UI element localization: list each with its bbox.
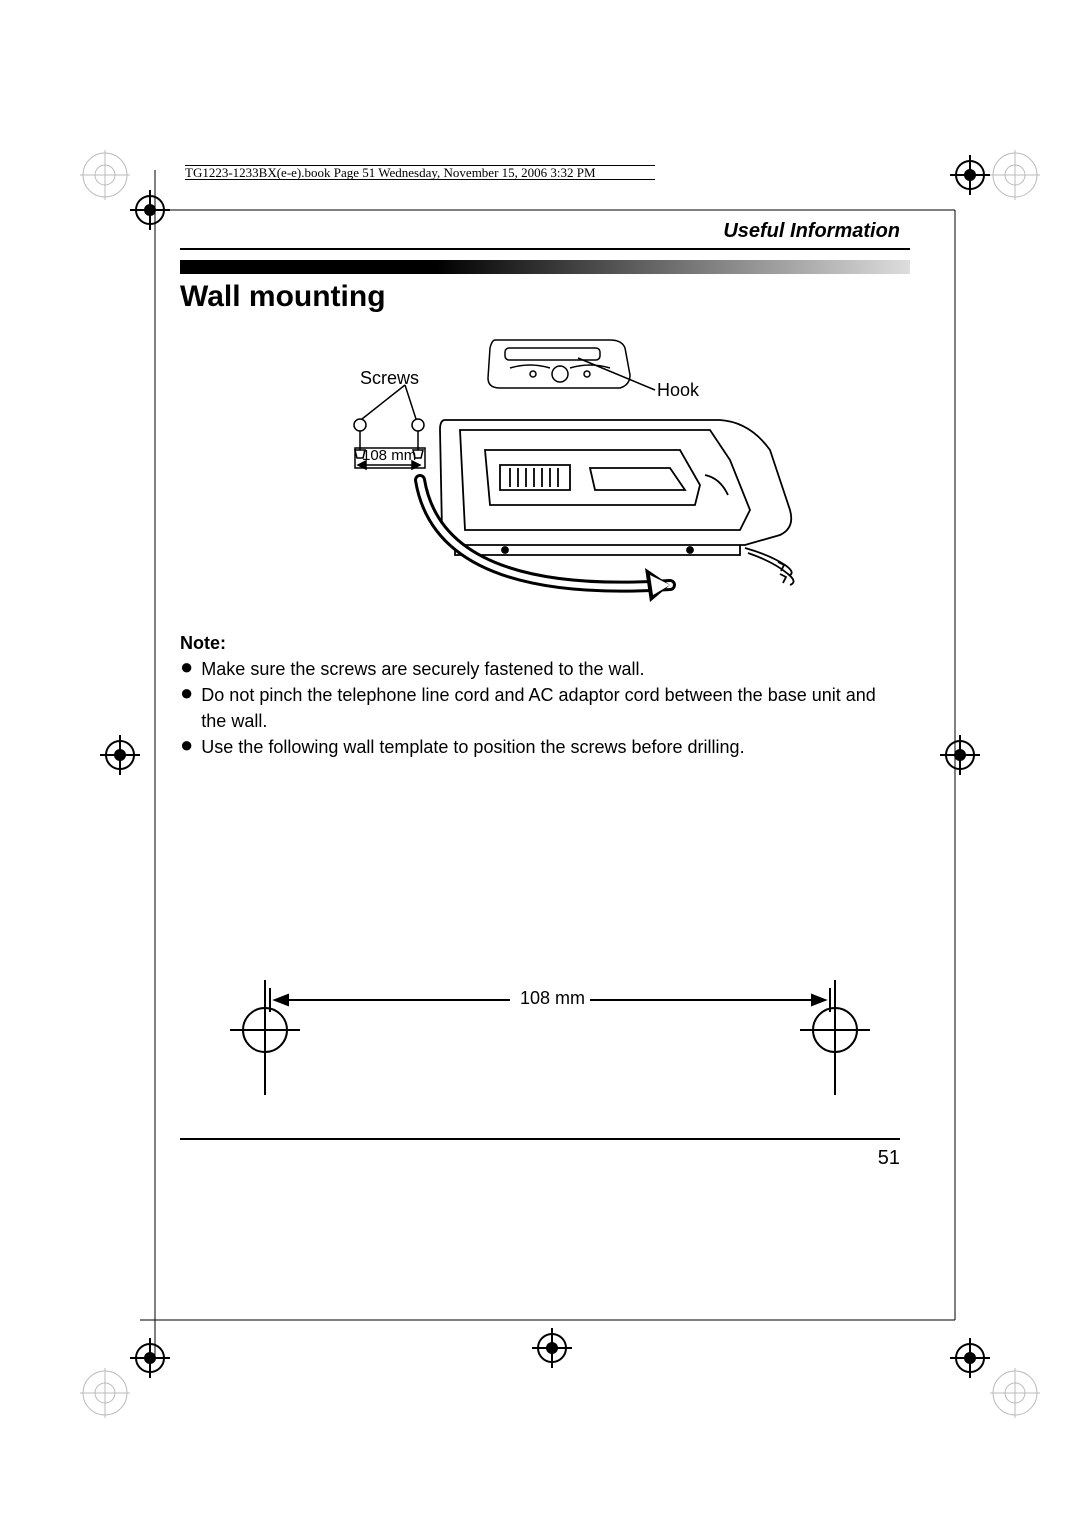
running-head: Useful Information	[723, 220, 900, 243]
bullet-icon: ●	[180, 682, 193, 734]
note-block: Note: ● Make sure the screws are securely…	[180, 630, 900, 760]
label-screws: Screws	[360, 368, 419, 389]
note-heading: Note:	[180, 630, 900, 656]
book-header: TG1223-1233BX(e-e).book Page 51 Wednesda…	[185, 165, 596, 181]
mounting-illustration: Screws Hook 108 mm	[250, 330, 840, 620]
heading-bar	[180, 260, 910, 274]
wall-template: 108 mm	[210, 970, 890, 1090]
bullet-icon: ●	[180, 656, 193, 682]
page-title: Wall mounting	[180, 280, 386, 314]
label-hook: Hook	[657, 380, 699, 401]
page-number: 51	[878, 1147, 900, 1170]
page-body: Useful Information Wall mounting	[180, 200, 900, 1180]
note-b3: Use the following wall template to posit…	[201, 734, 900, 760]
book-header-text: TG1223-1233BX(e-e).book Page 51 Wednesda…	[185, 165, 596, 180]
label-108mm-small: 108 mm	[362, 447, 416, 464]
note-b1: Make sure the screws are securely fasten…	[201, 656, 900, 682]
bullet-icon: ●	[180, 734, 193, 760]
note-b2: Do not pinch the telephone line cord and…	[201, 682, 900, 734]
label-108mm-template: 108 mm	[520, 988, 585, 1009]
